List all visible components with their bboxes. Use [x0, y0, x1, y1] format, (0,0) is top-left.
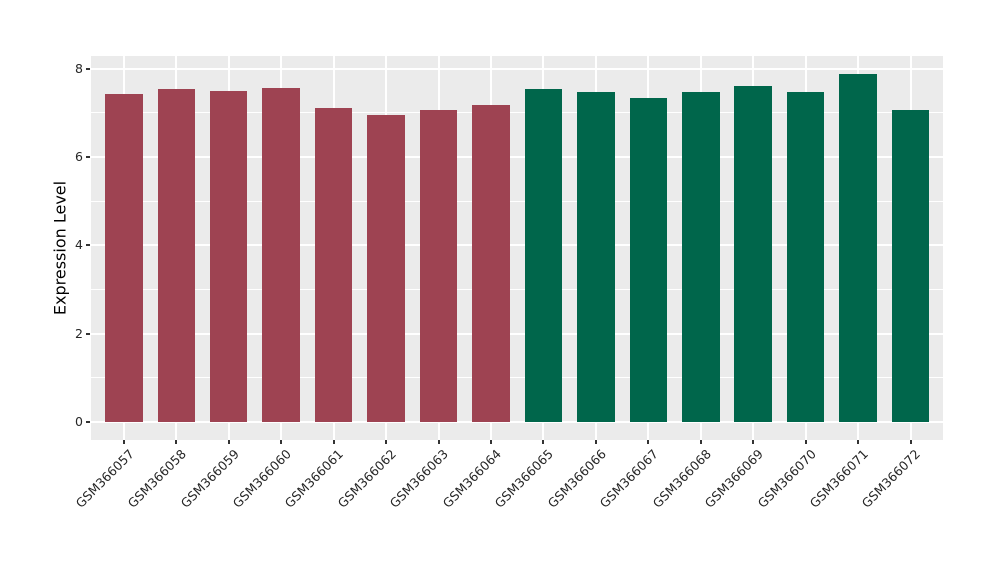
x-tick-mark [122, 440, 125, 444]
grid-minor-h [91, 288, 943, 290]
y-tick-label: 4 [75, 237, 83, 253]
grid-major-h [91, 332, 943, 335]
bar-GSM366069 [734, 86, 772, 422]
y-tick-label: 6 [75, 148, 83, 164]
bar-GSM366072 [891, 109, 930, 422]
y-tick-label: 8 [75, 60, 83, 76]
bar-GSM366070 [786, 91, 825, 422]
y-tick-mark [86, 421, 90, 423]
bar-GSM366060 [262, 87, 300, 422]
x-tick-mark [542, 440, 545, 444]
bar-GSM366063 [419, 109, 458, 422]
y-tick-mark [86, 332, 90, 335]
bar-GSM366071 [839, 74, 877, 422]
x-tick-mark [437, 440, 440, 444]
x-tick-mark [752, 440, 755, 444]
grid-minor-h [91, 200, 943, 202]
bar-GSM366064 [472, 104, 510, 422]
x-tick-mark [227, 440, 230, 444]
y-tick-mark [86, 155, 90, 158]
y-tick-label: 0 [75, 414, 83, 429]
y-tick-label: 2 [75, 325, 83, 341]
y-tick-mark [86, 67, 90, 70]
x-tick-mark [489, 440, 492, 444]
bar-GSM366058 [157, 88, 195, 422]
x-tick-mark [332, 440, 335, 444]
bar-GSM366061 [314, 107, 353, 422]
bar-GSM366067 [629, 98, 668, 422]
grid-major-h [91, 67, 943, 70]
x-tick-mark [909, 440, 912, 444]
bar-GSM366065 [524, 89, 563, 422]
bar-GSM366059 [209, 90, 248, 422]
y-tick-mark [86, 244, 90, 247]
bar-GSM366062 [367, 115, 405, 422]
x-tick-mark [280, 440, 283, 444]
grid-minor-h [91, 377, 943, 379]
x-tick-mark [175, 440, 178, 444]
grid-minor-h [91, 112, 943, 114]
bar-GSM366068 [682, 92, 720, 422]
x-tick-mark [385, 440, 388, 444]
x-tick-mark [594, 440, 597, 444]
bar-GSM366066 [577, 91, 615, 422]
x-tick-mark [647, 440, 650, 444]
grid-major-h [91, 244, 943, 247]
bar-GSM366057 [105, 93, 143, 422]
x-tick-mark [699, 440, 702, 444]
x-tick-mark [804, 440, 807, 444]
grid-major-h [91, 155, 943, 158]
x-tick-mark [857, 440, 860, 444]
grid-major-h [91, 421, 943, 423]
plot-panel [91, 56, 943, 440]
